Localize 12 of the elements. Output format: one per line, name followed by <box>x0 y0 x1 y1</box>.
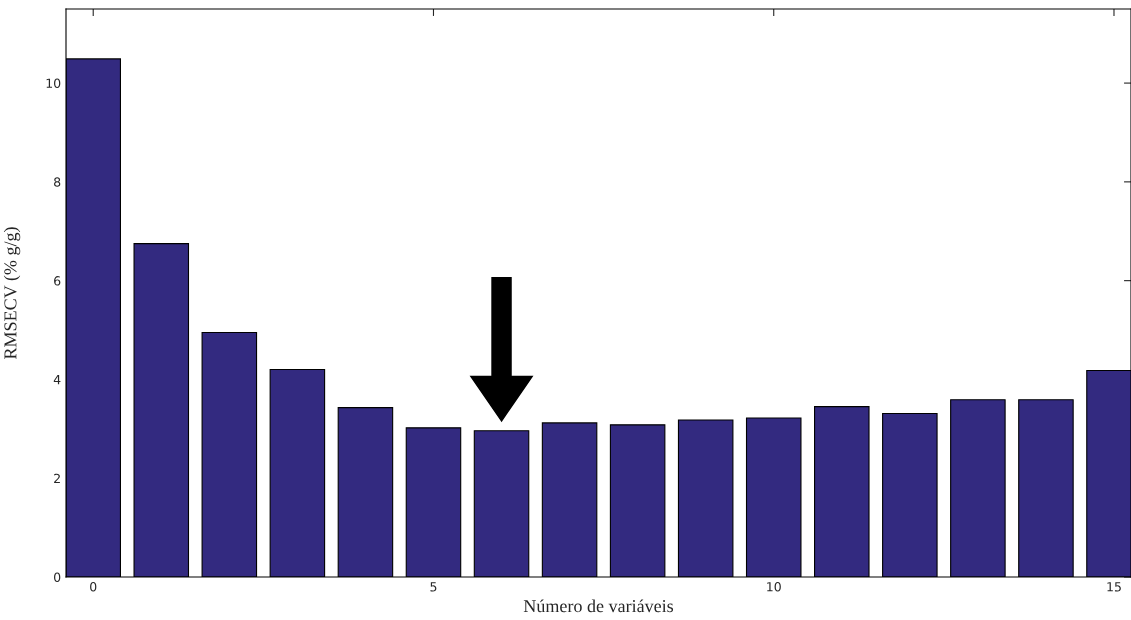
y-tick-label: 2 <box>54 473 60 483</box>
y-tick-label: 10 <box>46 78 61 89</box>
y-tick-label: 8 <box>54 177 61 187</box>
x-tick-label: 0 <box>90 582 97 592</box>
x-axis-title: Número de variáveis <box>523 599 674 613</box>
x-tick-label: 5 <box>430 582 437 592</box>
y-tick-label: 0 <box>54 572 61 582</box>
x-tick-label: 15 <box>1107 582 1121 592</box>
x-tick-label: 10 <box>767 582 781 592</box>
y-tick-label: 4 <box>53 375 61 385</box>
y-tick-label: 6 <box>54 276 61 286</box>
y-axis-title: RMSECV (% g/g) <box>3 227 21 360</box>
